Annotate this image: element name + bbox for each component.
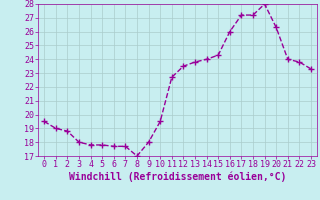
X-axis label: Windchill (Refroidissement éolien,°C): Windchill (Refroidissement éolien,°C) bbox=[69, 172, 286, 182]
